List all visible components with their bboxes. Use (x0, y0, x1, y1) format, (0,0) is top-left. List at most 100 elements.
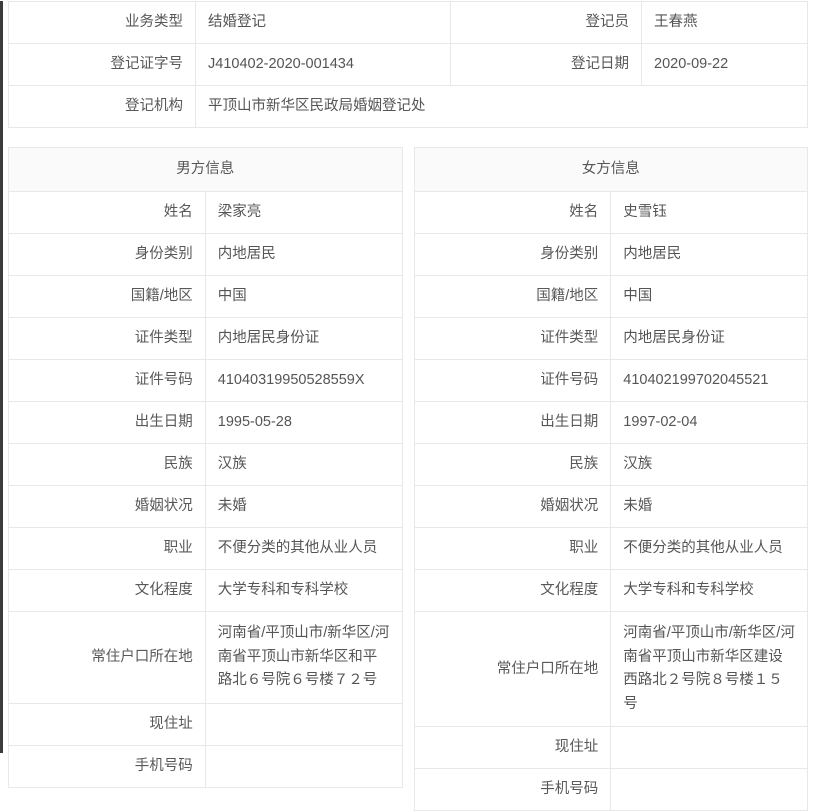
table-row: 姓名 史雪钰 (413, 191, 808, 235)
male-value-name: 梁家亮 (204, 191, 403, 235)
table-row: 常住户口所在地 河南省/平顶山市/新华区/河南省平顶山市新华区建设西路北２号院８… (413, 611, 808, 728)
table-row: 证件号码 41040319950528559X (8, 359, 403, 403)
male-value-current-address (204, 702, 403, 746)
male-value-identity-category: 内地居民 (204, 233, 403, 277)
table-row: 姓名 梁家亮 (8, 191, 403, 235)
summary-label-registration-office: 登记机构 (8, 85, 196, 129)
table-row: 证件类型 内地居民身份证 (413, 317, 808, 361)
female-label-document-number: 证件号码 (413, 359, 612, 403)
summary-value-registrar: 王春燕 (641, 0, 808, 45)
female-label-education: 文化程度 (413, 569, 612, 613)
table-row: 出生日期 1995-05-28 (8, 401, 403, 445)
summary-value-registration-office: 平顶山市新华区民政局婚姻登记处 (195, 85, 808, 129)
male-label-identity-category: 身份类别 (8, 233, 206, 277)
female-label-current-address: 现住址 (413, 726, 612, 770)
male-label-name: 姓名 (8, 191, 206, 235)
male-label-education: 文化程度 (8, 569, 206, 613)
page-left-edge (0, 1, 3, 753)
female-info-table: 女方信息 姓名 史雪钰 身份类别 内地居民 国籍/地区 中国 (413, 147, 809, 811)
female-value-document-number: 410402199702045521 (610, 359, 808, 403)
female-label-name: 姓名 (413, 191, 612, 235)
female-label-document-type: 证件类型 (413, 317, 612, 361)
summary-label-registrar: 登记员 (450, 0, 642, 45)
male-value-nationality: 中国 (204, 275, 403, 319)
male-value-mobile-number (204, 744, 403, 788)
summary-value-registration-date: 2020-09-22 (641, 43, 808, 87)
female-label-ethnicity: 民族 (413, 443, 612, 487)
female-label-mobile-number: 手机号码 (413, 768, 612, 811)
table-row: 现住址 (413, 726, 808, 770)
male-value-marital-status: 未婚 (204, 485, 403, 529)
female-value-current-address (610, 726, 808, 770)
male-label-occupation: 职业 (8, 527, 206, 571)
male-party-panel: 男方信息 姓名 梁家亮 身份类别 内地居民 国籍/地区 中国 (8, 147, 403, 811)
table-row: 现住址 (8, 702, 403, 746)
table-row: 手机号码 (8, 744, 403, 788)
table-row: 手机号码 (413, 768, 808, 811)
table-row: 婚姻状况 未婚 (413, 485, 808, 529)
female-value-name: 史雪钰 (610, 191, 808, 235)
male-info-table: 男方信息 姓名 梁家亮 身份类别 内地居民 国籍/地区 中国 (8, 147, 403, 788)
female-table-header-row: 女方信息 (413, 147, 808, 193)
female-value-occupation: 不便分类的其他从业人员 (610, 527, 808, 571)
male-value-birth-date: 1995-05-28 (204, 401, 403, 445)
table-row: 身份类别 内地居民 (413, 233, 808, 277)
table-row: 国籍/地区 中国 (8, 275, 403, 319)
male-section-title: 男方信息 (8, 147, 403, 193)
female-label-marital-status: 婚姻状况 (413, 485, 612, 529)
female-value-ethnicity: 汉族 (610, 443, 808, 487)
male-value-education: 大学专科和专科学校 (204, 569, 403, 613)
female-party-panel: 女方信息 姓名 史雪钰 身份类别 内地居民 国籍/地区 中国 (413, 147, 809, 811)
female-value-birth-date: 1997-02-04 (610, 401, 808, 445)
summary-value-certificate-number: J410402-2020-001434 (195, 43, 451, 87)
female-value-household-address: 河南省/平顶山市/新华区/河南省平顶山市新华区建设西路北２号院８号楼１５号 (610, 611, 808, 728)
male-label-mobile-number: 手机号码 (8, 744, 206, 788)
table-row: 身份类别 内地居民 (8, 233, 403, 277)
male-label-nationality: 国籍/地区 (8, 275, 206, 319)
male-label-current-address: 现住址 (8, 702, 206, 746)
female-value-identity-category: 内地居民 (610, 233, 808, 277)
male-value-occupation: 不便分类的其他从业人员 (204, 527, 403, 571)
table-row: 文化程度 大学专科和专科学校 (8, 569, 403, 613)
summary-value-business-type: 结婚登记 (195, 0, 451, 45)
female-section-title: 女方信息 (413, 147, 808, 193)
table-row: 国籍/地区 中国 (413, 275, 808, 319)
male-label-document-type: 证件类型 (8, 317, 206, 361)
table-row: 民族 汉族 (413, 443, 808, 487)
summary-label-registration-date: 登记日期 (450, 43, 642, 87)
male-label-marital-status: 婚姻状况 (8, 485, 206, 529)
female-label-household-address: 常住户口所在地 (413, 611, 612, 728)
table-row: 证件类型 内地居民身份证 (8, 317, 403, 361)
summary-label-certificate-number: 登记证字号 (8, 43, 196, 87)
table-row: 婚姻状况 未婚 (8, 485, 403, 529)
female-value-marital-status: 未婚 (610, 485, 808, 529)
table-row: 文化程度 大学专科和专科学校 (413, 569, 808, 613)
table-row: 职业 不便分类的其他从业人员 (413, 527, 808, 571)
male-label-birth-date: 出生日期 (8, 401, 206, 445)
male-value-household-address: 河南省/平顶山市/新华区/河南省平顶山市新华区和平路北６号院６号楼７２号 (204, 611, 403, 704)
female-label-birth-date: 出生日期 (413, 401, 612, 445)
table-row: 登记证字号 J410402-2020-001434 登记日期 2020-09-2… (8, 43, 808, 87)
table-row: 常住户口所在地 河南省/平顶山市/新华区/河南省平顶山市新华区和平路北６号院６号… (8, 611, 403, 704)
female-label-occupation: 职业 (413, 527, 612, 571)
female-value-education: 大学专科和专科学校 (610, 569, 808, 613)
male-value-ethnicity: 汉族 (204, 443, 403, 487)
male-label-document-number: 证件号码 (8, 359, 206, 403)
male-value-document-type: 内地居民身份证 (204, 317, 403, 361)
male-table-header-row: 男方信息 (8, 147, 403, 193)
female-label-nationality: 国籍/地区 (413, 275, 612, 319)
female-value-nationality: 中国 (610, 275, 808, 319)
male-label-household-address: 常住户口所在地 (8, 611, 206, 704)
parties-container: 男方信息 姓名 梁家亮 身份类别 内地居民 国籍/地区 中国 (8, 147, 808, 811)
table-row: 民族 汉族 (8, 443, 403, 487)
table-row: 证件号码 410402199702045521 (413, 359, 808, 403)
male-label-ethnicity: 民族 (8, 443, 206, 487)
female-label-identity-category: 身份类别 (413, 233, 612, 277)
registration-summary-table: 业务类型 结婚登记 登记员 王春燕 登记证字号 J410402-2020-001… (8, 0, 808, 129)
summary-label-business-type: 业务类型 (8, 0, 196, 45)
female-value-document-type: 内地居民身份证 (610, 317, 808, 361)
table-row: 业务类型 结婚登记 登记员 王春燕 (8, 0, 808, 45)
male-value-document-number: 41040319950528559X (204, 359, 403, 403)
table-row: 职业 不便分类的其他从业人员 (8, 527, 403, 571)
